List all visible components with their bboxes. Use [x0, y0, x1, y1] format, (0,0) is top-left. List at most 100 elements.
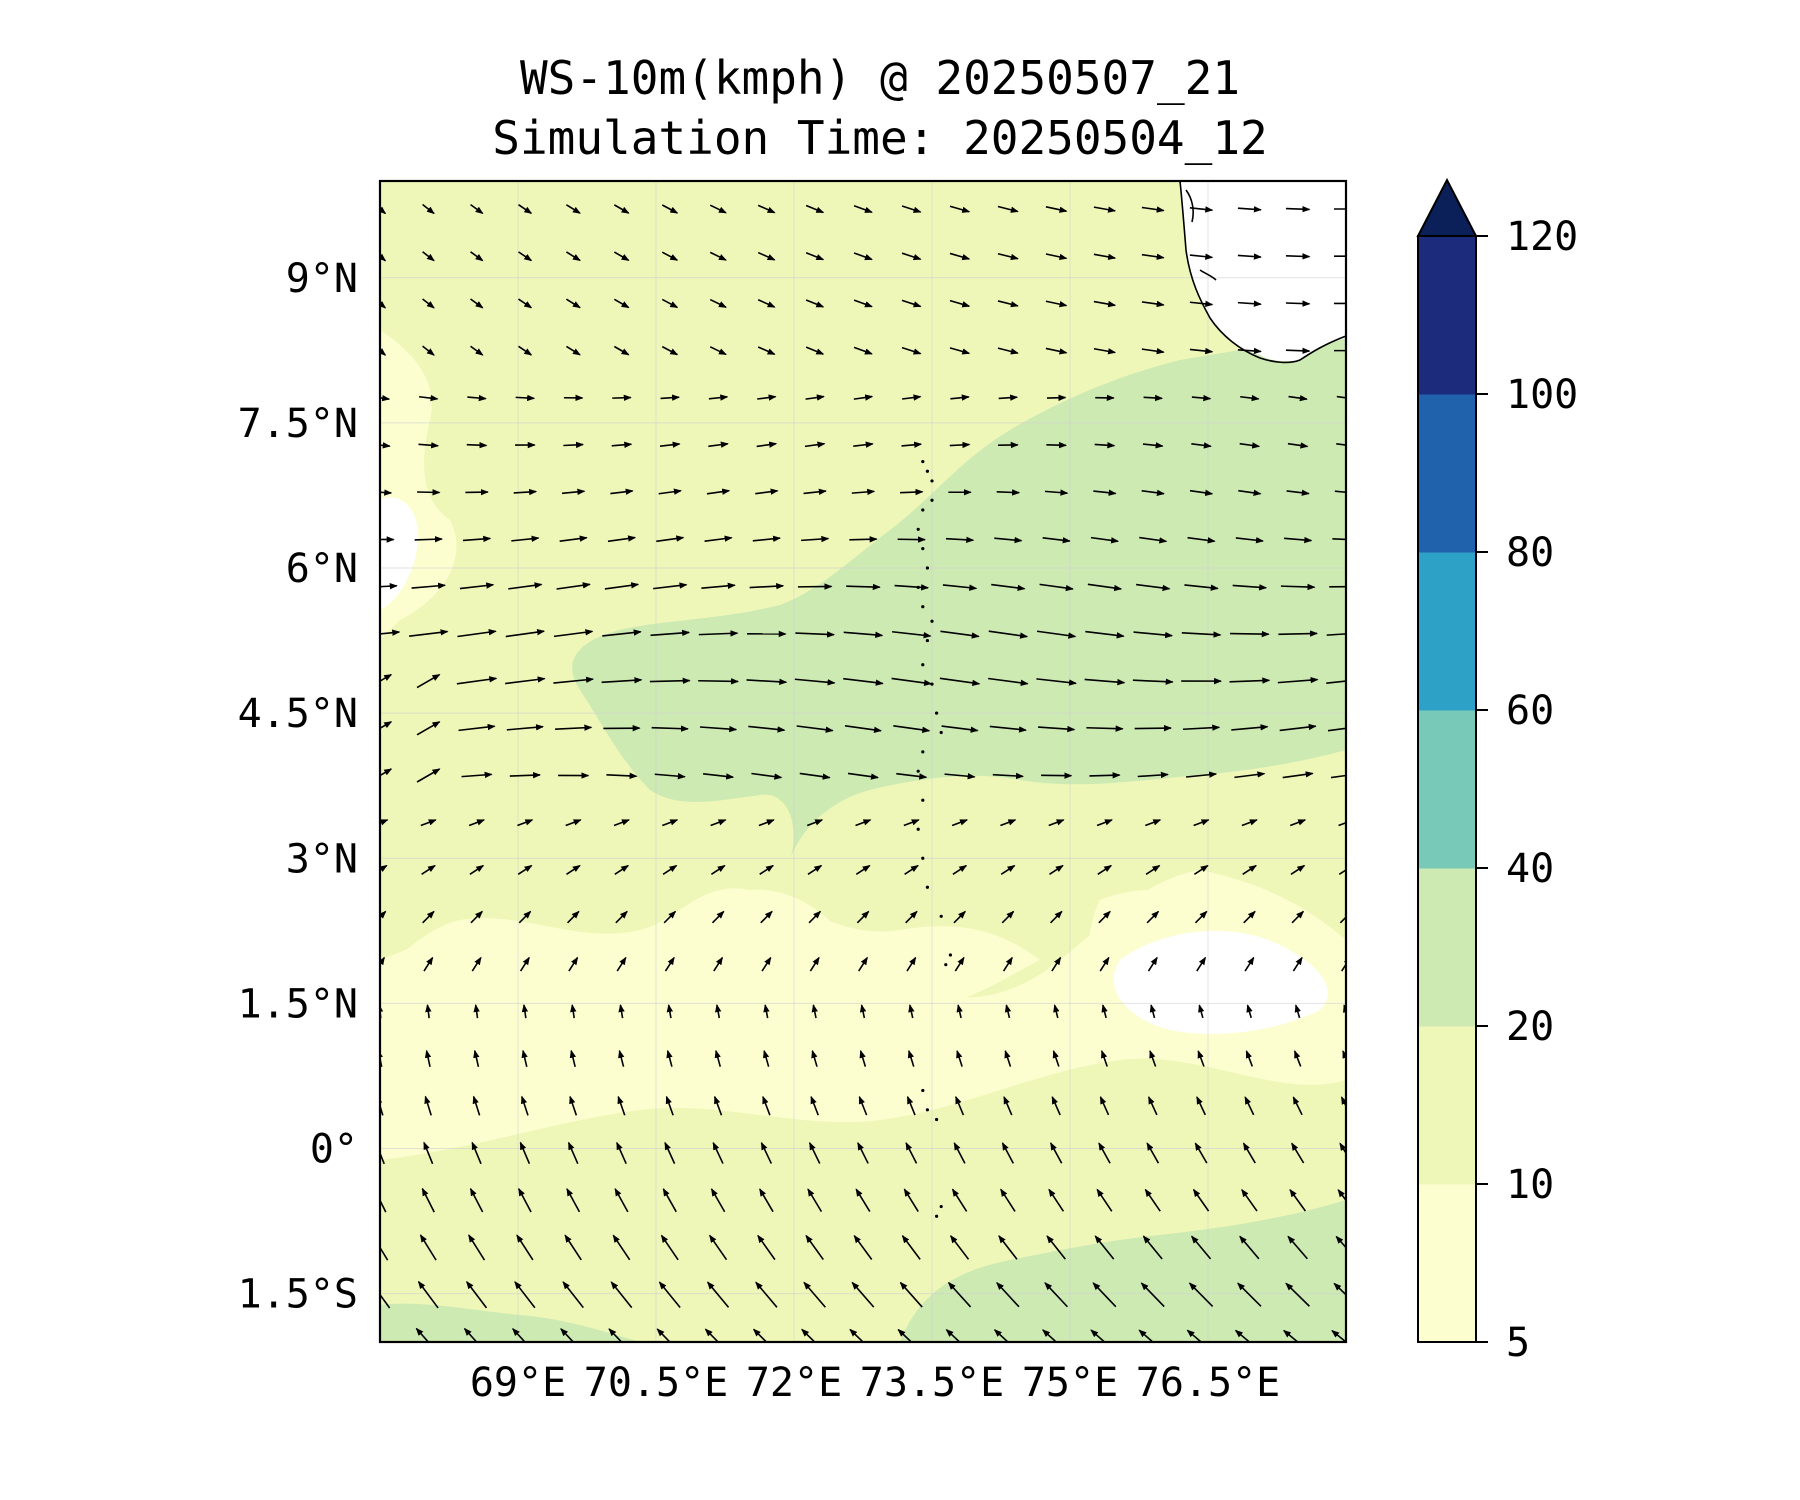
- wind-vector-arrow: [807, 1188, 823, 1213]
- wind-vector-arrow: [380, 864, 388, 873]
- wind-vector-arrow: [654, 772, 686, 780]
- wind-vector-arrow: [849, 1328, 865, 1342]
- wind-vector-arrow: [1291, 910, 1305, 924]
- wind-vector-arrow: [1237, 347, 1262, 355]
- wind-vector-arrow: [950, 394, 970, 401]
- title-line-1: WS-10m(kmph) @ 20250507_21: [519, 51, 1241, 105]
- wind-vector-arrow: [1045, 347, 1068, 355]
- atoll-dot: [939, 1204, 943, 1209]
- wind-vector-arrow: [1194, 910, 1208, 924]
- wind-vector-arrow: [1096, 1188, 1113, 1212]
- wind-vector-arrow: [1092, 1282, 1117, 1308]
- wind-vector-arrow: [1141, 253, 1165, 260]
- coastline-india: [1179, 181, 1346, 364]
- wind-vector-arrow: [608, 1328, 623, 1342]
- wind-vector-arrow: [1141, 348, 1165, 355]
- wind-speed-field: [380, 181, 1346, 1342]
- wind-vector-arrow: [702, 773, 735, 780]
- wind-vector-arrow: [613, 819, 630, 827]
- wind-vector-arrow: [857, 1141, 869, 1164]
- wind-vector-arrow: [1245, 1050, 1254, 1067]
- wind-vector-arrow: [1000, 819, 1017, 827]
- wind-vector-arrow: [1101, 1050, 1108, 1067]
- wind-vector-arrow: [1232, 584, 1268, 591]
- atoll-dot: [925, 885, 930, 889]
- wind-vector-arrow: [1292, 956, 1303, 972]
- wind-vector-arrow: [752, 1328, 768, 1342]
- wind-vector-arrow: [564, 1234, 582, 1261]
- wind-vector-arrow: [956, 1049, 963, 1067]
- wind-vector-arrow: [1246, 1004, 1253, 1019]
- wind-vector-arrow: [808, 1141, 821, 1164]
- wind-vector-arrow: [1053, 1004, 1060, 1019]
- wind-vector-arrow: [1244, 956, 1255, 972]
- wind-vector-arrow: [1098, 910, 1111, 924]
- wind-vector-arrow: [517, 819, 534, 827]
- wind-vector-arrow: [1045, 253, 1068, 261]
- wind-vector-arrow: [698, 678, 740, 685]
- wind-vector-arrow: [1002, 956, 1013, 972]
- wind-vector-arrow: [664, 1141, 676, 1164]
- wind-vector-arrow: [896, 772, 928, 780]
- wind-vector-arrow: [569, 1095, 578, 1116]
- wind-vector-arrow: [380, 489, 393, 496]
- wind-vector-arrow: [804, 441, 826, 448]
- colorbar-tick-label: 10: [1506, 1162, 1554, 1208]
- wind-vector-arrow: [1051, 956, 1062, 972]
- wind-vector-arrow: [945, 536, 975, 544]
- wind-vector-arrow: [1229, 677, 1271, 684]
- map-frame: [378, 179, 1348, 1344]
- wind-vector-arrow: [1283, 1329, 1299, 1342]
- wind-vector-arrow: [1036, 678, 1077, 686]
- wind-vector-arrow: [518, 204, 533, 214]
- wind-vector-arrow: [380, 819, 389, 826]
- wind-vector-arrow: [1280, 583, 1316, 591]
- wind-vector-arrow: [1285, 300, 1311, 307]
- wind-vector-arrow: [903, 819, 920, 827]
- wind-vector-arrow: [1191, 394, 1212, 402]
- wind-vector-arrow: [518, 298, 533, 309]
- wind-vector-arrow: [949, 205, 971, 213]
- wind-vector-arrow: [1242, 1142, 1256, 1164]
- wind-vector-arrow: [1238, 489, 1262, 496]
- wind-vector-arrow: [380, 348, 387, 356]
- wind-vector-arrow: [419, 1234, 437, 1261]
- wind-vector-arrow: [561, 488, 586, 496]
- wind-vector-arrow: [1085, 630, 1125, 639]
- wind-vector-arrow: [1001, 1142, 1014, 1164]
- wind-vector-arrow: [1241, 1188, 1258, 1212]
- wind-vector-arrow: [469, 864, 485, 875]
- wind-vector-arrow: [951, 1188, 968, 1212]
- wind-vector-arrow: [1097, 864, 1113, 875]
- wind-vector-arrow: [417, 489, 441, 496]
- wind-vector-arrow: [757, 346, 776, 356]
- wind-vector-arrow: [1146, 1142, 1160, 1164]
- wind-vector-arrow: [853, 346, 873, 355]
- wind-vector-arrow: [1278, 630, 1319, 637]
- wind-vector-arrow: [1133, 631, 1174, 639]
- map-title: WS-10m(kmph) @ 20250507_21 Simulation Ti…: [380, 48, 1380, 168]
- wind-vector-arrow: [803, 1281, 826, 1308]
- wind-vector-arrow: [808, 910, 822, 924]
- wind-vector-arrow: [416, 721, 441, 736]
- wind-vector-arrow: [1340, 1096, 1346, 1108]
- wind-vector-arrow: [570, 1004, 577, 1019]
- wind-vector-arrow: [1330, 774, 1346, 779]
- wind-vector-arrow: [658, 1281, 681, 1308]
- wind-vector-arrow: [755, 1281, 778, 1308]
- wind-vector-arrow: [908, 1004, 915, 1019]
- wind-vector-arrow: [1038, 725, 1076, 733]
- atoll-dot: [935, 1214, 939, 1218]
- wind-vector-arrow: [1099, 956, 1110, 972]
- wind-vector-arrow: [506, 724, 544, 731]
- atoll-dot: [935, 711, 939, 715]
- wind-vector-arrow: [757, 204, 776, 214]
- wind-vector-arrow: [997, 347, 1019, 355]
- wind-vector-arrow: [650, 629, 691, 637]
- atoll-dot: [925, 566, 930, 570]
- wind-vector-arrow: [1331, 1330, 1346, 1342]
- wind-vector-arrow: [709, 251, 727, 261]
- wind-vector-arrow: [1138, 1329, 1155, 1342]
- wind-vector-arrow: [649, 677, 691, 684]
